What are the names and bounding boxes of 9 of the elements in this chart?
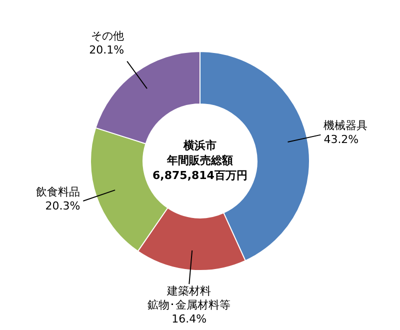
data-label: 16.4%	[172, 312, 207, 326]
slice-label: 飲食料品	[36, 185, 80, 198]
data-label: 43.2%	[324, 133, 359, 146]
text: 横浜市年間販売総額6,875,814百万円	[152, 138, 248, 182]
data-label: 20.1%	[89, 44, 124, 57]
slice-label: 機械器具	[324, 119, 368, 132]
slice-label: その他	[91, 30, 124, 43]
data-label: 20.3%	[45, 199, 80, 212]
slice-label: 建築材料鉱物･金属材料等	[148, 284, 231, 312]
